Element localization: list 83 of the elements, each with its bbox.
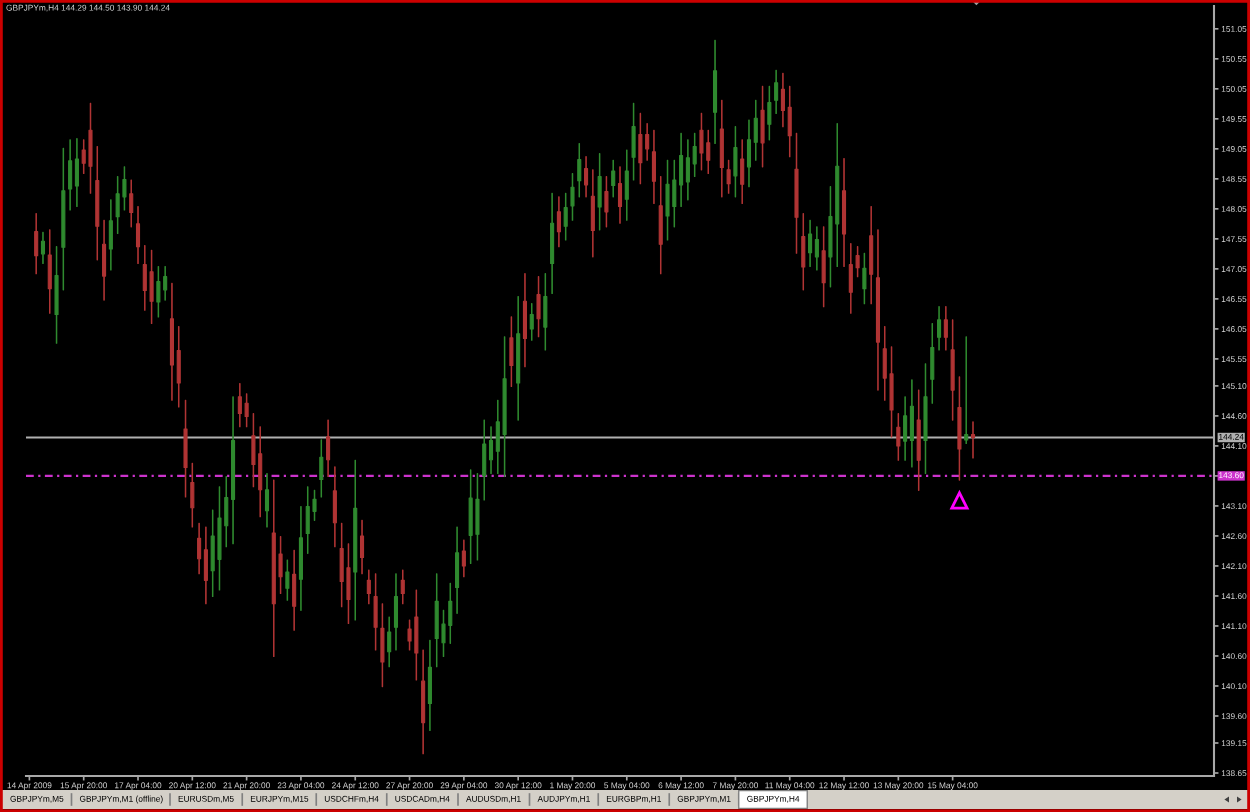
candlestick (353, 459, 358, 621)
candlestick (156, 265, 161, 318)
candlestick (461, 539, 466, 578)
candlestick (862, 252, 867, 305)
candlestick (685, 139, 690, 201)
candlestick (658, 175, 663, 275)
candlestick (326, 419, 331, 478)
candlestick (699, 112, 704, 171)
candlestick (584, 156, 589, 198)
candlestick (522, 273, 528, 368)
candlestick (808, 219, 813, 268)
candlestick (556, 196, 561, 248)
candlestick (814, 226, 819, 271)
candlestick (909, 379, 914, 468)
candlestick (719, 99, 724, 198)
candlestick (841, 157, 847, 268)
candlestick (434, 573, 439, 668)
candlestick (359, 519, 365, 575)
candlestick (774, 69, 779, 114)
candlestick (516, 295, 521, 421)
candlestick (305, 486, 310, 554)
candlestick (740, 139, 745, 205)
candlestick (821, 226, 826, 308)
candlestick (943, 306, 948, 351)
candlestick (638, 112, 643, 185)
candlestick (611, 159, 616, 198)
candlestick (590, 169, 595, 258)
candlestick (373, 573, 378, 651)
candlestick (380, 603, 385, 688)
candlestick (203, 526, 208, 605)
candlestick (550, 192, 555, 295)
candlestick (332, 466, 337, 548)
candlestick (651, 129, 656, 205)
candlestick (712, 39, 718, 144)
candlestick (970, 421, 976, 459)
candlestick (129, 179, 134, 228)
candlestick (665, 159, 670, 241)
candlestick (47, 229, 52, 314)
candlestick (149, 249, 154, 325)
candlestick (468, 469, 473, 565)
candlestick (529, 303, 534, 341)
candlestick (135, 205, 141, 265)
candlestick (597, 153, 602, 231)
candlestick (896, 412, 901, 461)
candlestick (957, 376, 962, 481)
candlestick (848, 243, 853, 314)
candlestick (617, 166, 623, 224)
candlestick (319, 439, 324, 498)
candlestick (767, 85, 772, 141)
candlestick (387, 616, 392, 668)
candlestick (34, 213, 39, 275)
candlestick (271, 479, 276, 658)
candlestick (231, 396, 236, 545)
candlestick (40, 231, 46, 265)
candlestick (937, 306, 942, 351)
candlestick (502, 336, 507, 478)
candlestick (102, 219, 107, 301)
candlestick (400, 569, 405, 605)
candlestick (108, 199, 113, 271)
candlestick (68, 139, 73, 211)
candlestick (869, 205, 874, 305)
candlestick (285, 559, 290, 601)
candlestick (733, 126, 738, 198)
candlestick (875, 229, 881, 391)
candlestick (292, 549, 297, 631)
candlestick (509, 316, 514, 388)
candlestick (298, 505, 303, 611)
candlestick (169, 282, 175, 401)
candlestick (237, 382, 242, 428)
candlestick (427, 639, 432, 731)
candlestick (74, 138, 79, 208)
candlestick (421, 649, 426, 755)
candlestick (264, 472, 270, 528)
candlestick (414, 589, 419, 681)
candlestick (760, 85, 765, 168)
candlestick (543, 273, 548, 351)
candlestick (950, 319, 955, 421)
candlestick (536, 276, 541, 338)
candlestick (455, 526, 460, 614)
candlestick (964, 336, 969, 445)
candlestick (916, 389, 921, 491)
candlestick (604, 175, 609, 228)
candlestick (393, 573, 399, 651)
